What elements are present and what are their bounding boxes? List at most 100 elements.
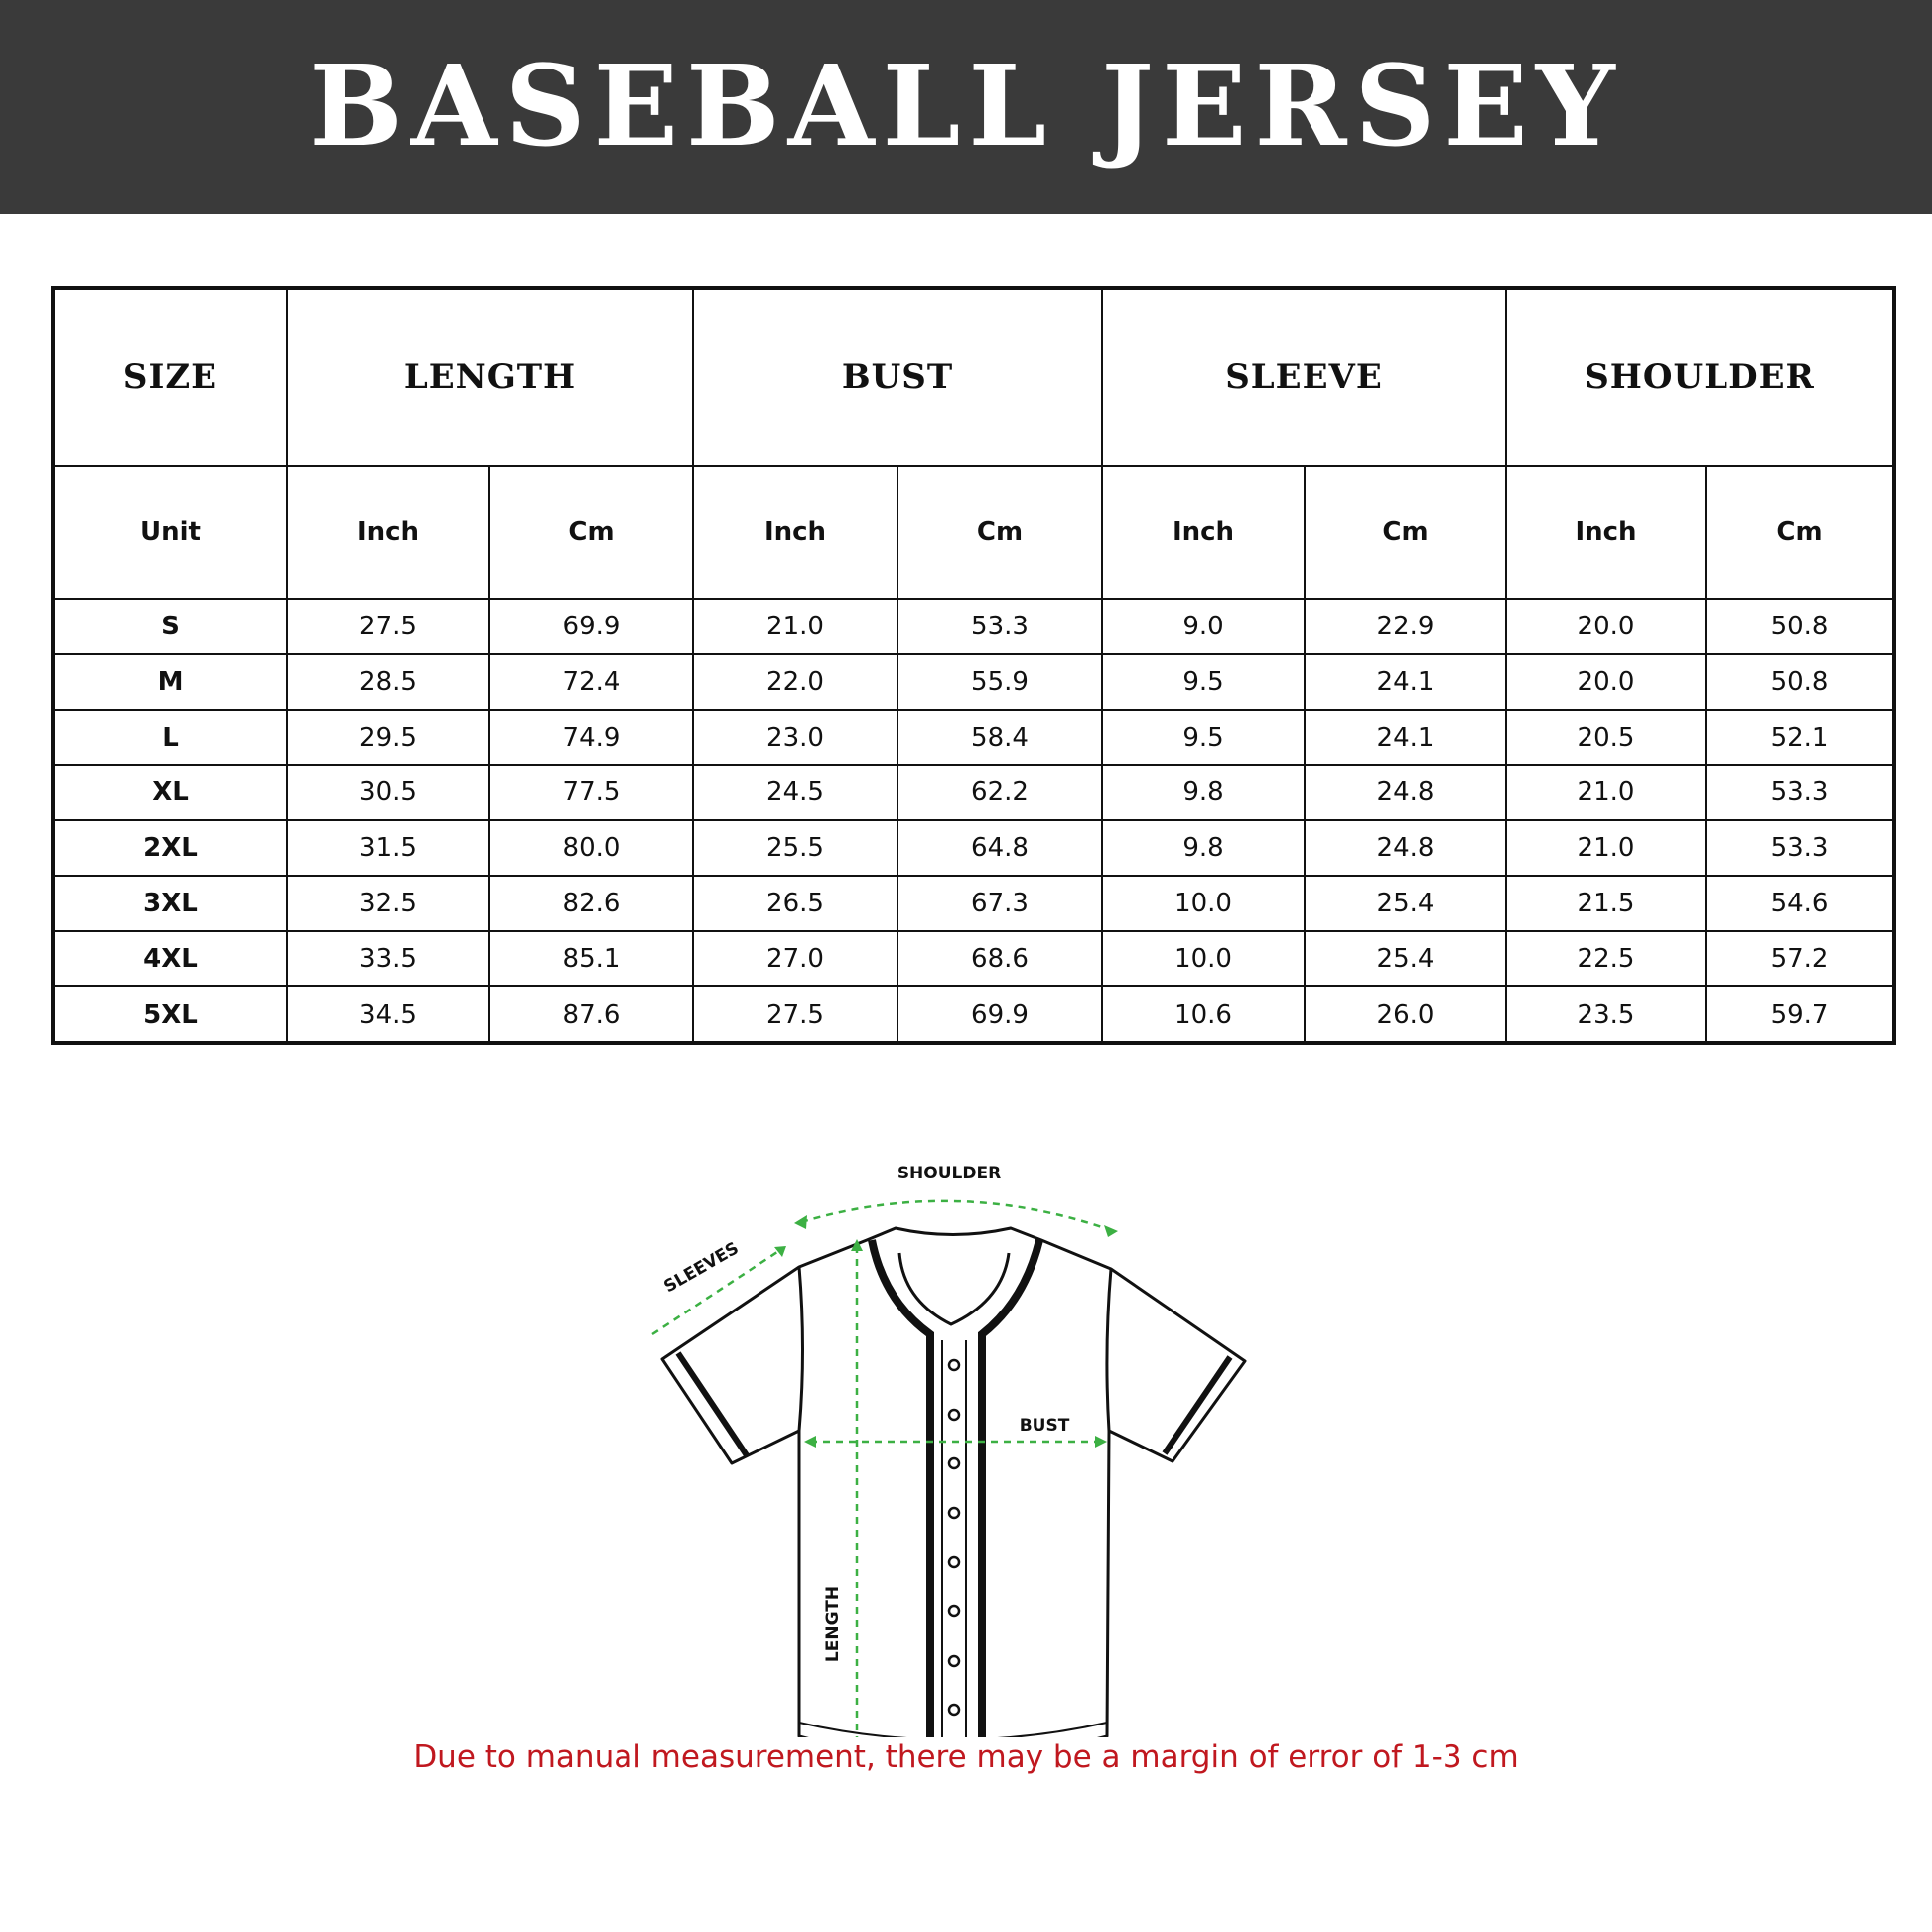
group-header-row: SIZE LENGTH BUST SLEEVE SHOULDER bbox=[52, 286, 1896, 468]
measurement-cell: 54.6 bbox=[1704, 875, 1896, 932]
measurement-cell: 33.5 bbox=[286, 929, 490, 988]
button-icon bbox=[947, 1555, 961, 1569]
size-cell: 4XL bbox=[52, 929, 288, 988]
measurement-cell: 59.7 bbox=[1704, 985, 1896, 1044]
button-icon bbox=[947, 1456, 961, 1470]
header-size: SIZE bbox=[52, 286, 288, 468]
header-sleeve: SLEEVE bbox=[1101, 286, 1507, 468]
measurement-cell: 50.8 bbox=[1704, 598, 1896, 656]
measurement-cell: 85.1 bbox=[488, 929, 694, 988]
measurement-cell: 28.5 bbox=[286, 653, 490, 711]
measurement-cell: 23.5 bbox=[1505, 985, 1707, 1044]
table-row: S 27.5 69.9 21.0 53.3 9.0 22.9 20.0 50.8 bbox=[52, 598, 1896, 656]
size-cell: 5XL bbox=[52, 985, 288, 1044]
button-icon bbox=[947, 1604, 961, 1618]
measurement-cell: 25.4 bbox=[1304, 929, 1507, 988]
jersey-measurement-diagram: SHOULDER SLEEVES BUST LENGTH bbox=[651, 1164, 1247, 1737]
measurement-cell: 24.5 bbox=[692, 763, 898, 822]
measurement-cell: 9.8 bbox=[1101, 819, 1306, 878]
button-icon bbox=[947, 1358, 961, 1372]
measurement-cell: 9.0 bbox=[1101, 598, 1306, 656]
measurement-cell: 9.5 bbox=[1101, 653, 1306, 711]
measurement-cell: 64.8 bbox=[897, 819, 1103, 878]
table-row: L 29.5 74.9 23.0 58.4 9.5 24.1 20.5 52.1 bbox=[52, 708, 1896, 766]
header-banner: BASEBALL JERSEY bbox=[0, 0, 1932, 214]
measurement-cell: 27.5 bbox=[692, 985, 898, 1044]
measurement-cell: 53.3 bbox=[1704, 819, 1896, 878]
measurement-cell: 20.0 bbox=[1505, 598, 1707, 656]
measurement-cell: 24.8 bbox=[1304, 819, 1507, 878]
measurement-cell: 53.3 bbox=[897, 598, 1103, 656]
measurement-disclaimer: Due to manual measurement, there may be … bbox=[413, 1739, 1519, 1775]
size-cell: S bbox=[52, 598, 288, 656]
measurement-cell: 9.5 bbox=[1101, 708, 1306, 766]
measurement-cell: 21.0 bbox=[1505, 763, 1707, 822]
measurement-cell: 20.0 bbox=[1505, 653, 1707, 711]
measurement-cell: 32.5 bbox=[286, 875, 490, 932]
measurement-cell: 30.5 bbox=[286, 763, 490, 822]
sleeves-label: SLEEVES bbox=[660, 1238, 742, 1297]
measurement-cell: 67.3 bbox=[897, 875, 1103, 932]
table-row: 3XL 32.5 82.6 26.5 67.3 10.0 25.4 21.5 54.6 bbox=[52, 875, 1896, 932]
measurement-cell: 69.9 bbox=[897, 985, 1103, 1044]
measurement-cell: 24.1 bbox=[1304, 708, 1507, 766]
header-length: LENGTH bbox=[286, 286, 694, 468]
measurement-cell: 20.5 bbox=[1505, 708, 1707, 766]
table-row: 4XL 33.5 85.1 27.0 68.6 10.0 25.4 22.5 57.2 bbox=[52, 929, 1896, 988]
unit-header-cell: Cm bbox=[1704, 465, 1896, 601]
measurement-cell: 9.8 bbox=[1101, 763, 1306, 822]
unit-header-cell: Inch bbox=[1505, 465, 1707, 601]
measurement-cell: 82.6 bbox=[488, 875, 694, 932]
measurement-cell: 22.9 bbox=[1304, 598, 1507, 656]
measurement-cell: 24.8 bbox=[1304, 763, 1507, 822]
measurement-cell: 74.9 bbox=[488, 708, 694, 766]
header-bust: BUST bbox=[692, 286, 1103, 468]
button-icon bbox=[947, 1703, 961, 1717]
unit-header-cell: Inch bbox=[1101, 465, 1306, 601]
unit-header-cell: Cm bbox=[488, 465, 694, 601]
measurement-cell: 10.6 bbox=[1101, 985, 1306, 1044]
length-label: LENGTH bbox=[823, 1587, 843, 1662]
placket-stripes bbox=[675, 1239, 1233, 1737]
measurement-cell: 34.5 bbox=[286, 985, 490, 1044]
size-cell: 3XL bbox=[52, 875, 288, 932]
size-cell: 2XL bbox=[52, 819, 288, 878]
header-shoulder: SHOULDER bbox=[1504, 286, 1896, 468]
measurement-cell: 87.6 bbox=[488, 985, 694, 1044]
measurement-cell: 27.5 bbox=[286, 598, 490, 656]
unit-header-cell: Inch bbox=[692, 465, 898, 601]
table-row: XL 30.5 77.5 24.5 62.2 9.8 24.8 21.0 53.3 bbox=[52, 763, 1896, 822]
measurement-cell: 21.0 bbox=[1505, 819, 1707, 878]
table-row: 2XL 31.5 80.0 25.5 64.8 9.8 24.8 21.0 53.3 bbox=[52, 819, 1896, 878]
measurement-cell: 21.0 bbox=[692, 598, 898, 656]
measure-arrowheads bbox=[774, 1215, 1118, 1448]
unit-header-row: Unit Inch Cm Inch Cm Inch Cm Inch Cm bbox=[52, 465, 1896, 601]
measurement-cell: 21.5 bbox=[1505, 875, 1707, 932]
measurement-cell: 55.9 bbox=[897, 653, 1103, 711]
shoulder-label: SHOULDER bbox=[897, 1164, 1001, 1183]
measurement-cell: 68.6 bbox=[897, 929, 1103, 988]
measurement-cell: 23.0 bbox=[692, 708, 898, 766]
measurement-cell: 27.0 bbox=[692, 929, 898, 988]
unit-header-cell: Cm bbox=[897, 465, 1103, 601]
unit-header-cell: Cm bbox=[1304, 465, 1507, 601]
measurement-cell: 10.0 bbox=[1101, 875, 1306, 932]
measurement-cell: 24.1 bbox=[1304, 653, 1507, 711]
sleeves-measure-line bbox=[651, 1246, 784, 1336]
measure-lines bbox=[651, 1199, 1112, 1737]
measurement-cell: 52.1 bbox=[1704, 708, 1896, 766]
measurement-cell: 29.5 bbox=[286, 708, 490, 766]
measurement-cell: 53.3 bbox=[1704, 763, 1896, 822]
measurement-cell: 31.5 bbox=[286, 819, 490, 878]
button-icon bbox=[947, 1506, 961, 1520]
unit-header-cell: Unit bbox=[52, 465, 288, 601]
measurement-cell: 69.9 bbox=[488, 598, 694, 656]
measurement-cell: 26.5 bbox=[692, 875, 898, 932]
measurement-cell: 22.0 bbox=[692, 653, 898, 711]
jersey-buttons bbox=[947, 1358, 961, 1717]
measurement-cell: 77.5 bbox=[488, 763, 694, 822]
button-icon bbox=[947, 1408, 961, 1422]
size-cell: XL bbox=[52, 763, 288, 822]
size-chart-table: SIZE LENGTH BUST SLEEVE SHOULDER Unit Inc… bbox=[51, 286, 1897, 1045]
measurement-cell: 50.8 bbox=[1704, 653, 1896, 711]
